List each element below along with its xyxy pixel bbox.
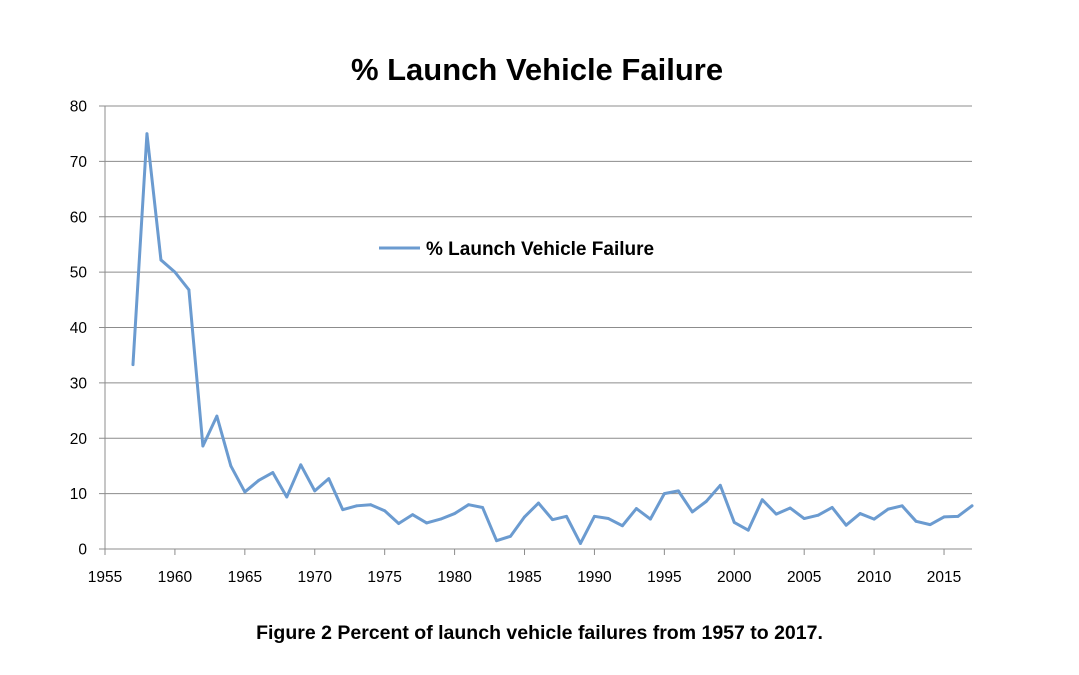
data-point-2001 xyxy=(746,528,750,532)
data-point-1987 xyxy=(551,518,554,522)
legend-label: % Launch Vehicle Failure xyxy=(426,239,654,260)
data-point-1992 xyxy=(621,524,624,528)
y-tick-label-70: 70 xyxy=(70,154,88,171)
data-point-2010 xyxy=(872,517,876,521)
data-point-1972 xyxy=(341,508,345,512)
x-tick-label-1985: 1985 xyxy=(507,569,541,586)
data-point-1991 xyxy=(607,517,610,520)
data-point-2000 xyxy=(732,521,736,524)
data-point-1966 xyxy=(257,478,261,482)
data-point-2003 xyxy=(774,512,778,516)
data-point-1970 xyxy=(313,489,317,493)
x-tick-label-1975: 1975 xyxy=(367,569,401,586)
data-point-2008 xyxy=(844,523,848,527)
data-point-1965 xyxy=(243,490,247,494)
x-tick-label-2010: 2010 xyxy=(857,569,892,586)
y-tick-label-0: 0 xyxy=(78,542,87,559)
data-point-2015 xyxy=(942,515,946,519)
chart-title: % Launch Vehicle Failure xyxy=(351,52,723,87)
data-point-1959 xyxy=(159,258,163,262)
data-point-1985 xyxy=(523,515,526,519)
data-point-2017 xyxy=(970,504,974,508)
data-point-2011 xyxy=(886,507,890,511)
y-tick-label-50: 50 xyxy=(70,265,88,282)
x-tick-label-2015: 2015 xyxy=(927,569,961,586)
series-group xyxy=(131,132,974,545)
y-axis-ticks: 0 10 20 30 40 50 60 70 80 xyxy=(70,99,105,559)
data-point-1983 xyxy=(495,539,498,543)
data-point-2016 xyxy=(956,514,960,518)
y-tick-label-60: 60 xyxy=(70,209,88,226)
x-tick-label-1965: 1965 xyxy=(228,569,262,586)
data-point-1964 xyxy=(229,464,233,468)
x-tick-label-1960: 1960 xyxy=(158,569,193,586)
data-point-1979 xyxy=(439,517,443,521)
figure-caption: Figure 2 Percent of launch vehicle failu… xyxy=(256,622,823,644)
data-point-1968 xyxy=(285,495,289,499)
x-tick-label-1970: 1970 xyxy=(298,569,333,586)
y-tick-label-30: 30 xyxy=(70,375,88,392)
data-point-1994 xyxy=(648,517,652,521)
data-point-1957 xyxy=(131,363,135,367)
x-tick-label-1980: 1980 xyxy=(437,569,472,586)
data-point-2005 xyxy=(802,517,806,520)
data-point-2012 xyxy=(900,504,904,508)
x-tick-label-2000: 2000 xyxy=(717,569,752,586)
gridlines xyxy=(105,105,972,495)
data-point-1999 xyxy=(718,483,722,487)
legend: % Launch Vehicle Failure xyxy=(379,239,654,260)
data-point-1969 xyxy=(299,463,303,467)
data-point-1990 xyxy=(593,514,596,518)
data-point-1960 xyxy=(173,270,177,274)
data-point-1986 xyxy=(537,501,540,505)
data-point-1988 xyxy=(565,514,568,518)
data-point-1962 xyxy=(201,444,205,448)
data-point-1977 xyxy=(411,513,415,517)
y-tick-label-20: 20 xyxy=(70,431,88,448)
data-point-2014 xyxy=(928,523,932,527)
data-point-1981 xyxy=(467,503,470,507)
y-tick-label-40: 40 xyxy=(70,320,88,337)
data-point-2006 xyxy=(816,513,820,517)
x-tick-label-1990: 1990 xyxy=(577,569,612,586)
data-point-2004 xyxy=(788,506,792,510)
series-line-0 xyxy=(131,132,974,545)
data-point-1980 xyxy=(453,512,456,515)
data-point-1963 xyxy=(215,414,219,418)
x-tick-label-1995: 1995 xyxy=(647,569,681,586)
data-point-1976 xyxy=(397,522,401,525)
data-point-1996 xyxy=(676,489,680,493)
data-point-1995 xyxy=(662,492,666,496)
data-point-1971 xyxy=(327,477,331,481)
x-tick-label-1955: 1955 xyxy=(88,569,122,586)
data-point-1975 xyxy=(383,509,387,513)
data-point-1984 xyxy=(509,534,512,538)
data-point-2013 xyxy=(914,519,918,523)
data-point-1982 xyxy=(481,506,484,509)
data-point-1974 xyxy=(369,503,373,507)
y-tick-label-10: 10 xyxy=(70,486,88,503)
x-tick-label-2005: 2005 xyxy=(787,569,821,586)
data-point-2007 xyxy=(830,506,834,509)
data-point-1978 xyxy=(425,521,429,525)
data-point-2002 xyxy=(760,498,764,502)
data-point-1958 xyxy=(145,132,149,136)
line-chart: % Launch Vehicle Failure 0 10 20 30 40 50 60 70… xyxy=(70,52,974,586)
data-point-1967 xyxy=(271,471,275,474)
x-axis-ticks: 1955 1960 1965 1970 1975 1980 1985 1990 1995 2000… xyxy=(88,549,961,586)
data-point-1973 xyxy=(355,504,359,508)
data-point-1989 xyxy=(579,542,582,545)
data-point-1998 xyxy=(704,499,708,503)
y-tick-label-80: 80 xyxy=(70,99,88,116)
data-point-1961 xyxy=(187,288,191,292)
data-point-1993 xyxy=(634,507,638,510)
data-point-2009 xyxy=(858,512,862,515)
data-point-1997 xyxy=(690,510,694,514)
